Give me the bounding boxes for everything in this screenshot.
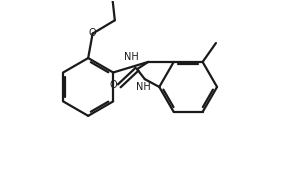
Text: O: O (89, 28, 97, 38)
Text: NH: NH (136, 82, 151, 92)
Text: O: O (110, 80, 117, 90)
Text: NH: NH (125, 52, 139, 62)
